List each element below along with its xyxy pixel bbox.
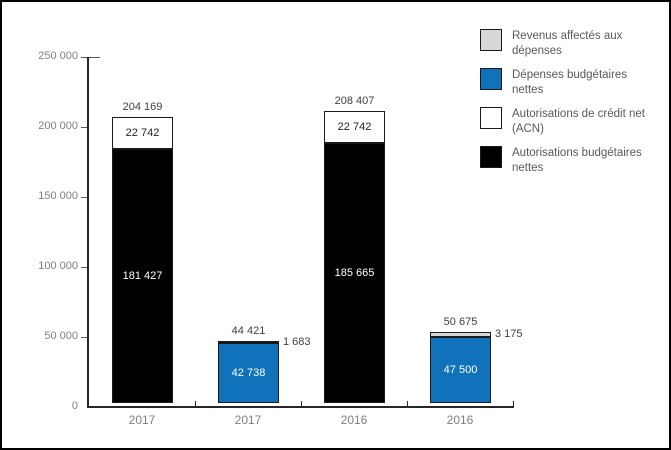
x-tick: [301, 401, 302, 406]
legend-label: Revenus affectés aux dépenses: [512, 30, 623, 57]
segment-value-label: 22 742: [337, 121, 372, 134]
y-axis-label-150000: 150 000: [38, 190, 78, 202]
x-axis-label-2016-b: 2016: [446, 413, 474, 427]
segment-autorisations-budgetaires-nettes: 181 427: [112, 149, 173, 403]
segment-outside-label: 3 175: [495, 328, 523, 341]
x-tick: [195, 401, 196, 406]
segment-value-label: 47 500: [443, 363, 478, 376]
y-axis-label-100000: 100 000: [38, 260, 78, 272]
segment-value-label: 42 738: [231, 367, 266, 380]
legend-swatch-black: [480, 146, 502, 168]
segment-autorisations-credit-net: 22 742: [324, 111, 385, 144]
segment-autorisations-credit-net: 22 742: [112, 117, 173, 149]
y-axis-label-0: 0: [71, 400, 78, 412]
legend-label: Autorisations budgétaires nettes: [512, 147, 642, 174]
y-axis-label-200000: 200 000: [38, 120, 78, 132]
y-axis-top-cap: [89, 57, 100, 58]
y-axis-line: [87, 57, 89, 408]
legend-item-depenses-budgetaires: Dépenses budgétaires nettes: [480, 68, 660, 98]
y-axis-label-50000: 50 000: [44, 330, 78, 342]
segment-value-label: 185 665: [334, 267, 375, 280]
y-tick: [81, 57, 87, 58]
x-axis-label-2017-b: 2017: [234, 413, 262, 427]
x-tick: [407, 401, 408, 406]
legend-item-revenus-affectes: Revenus affectés aux dépenses: [480, 29, 660, 59]
segment-revenus-affectes: [430, 332, 491, 337]
segment-outside-label: 1 683: [283, 336, 311, 348]
segment-revenus-affectes: [218, 340, 279, 344]
x-axis-label-2016-a: 2016: [340, 413, 368, 427]
legend-item-autorisations-credit: Autorisations de crédit net (ACN): [480, 107, 660, 137]
x-tick: [513, 401, 514, 406]
legend-swatch-white: [480, 107, 502, 129]
segment-autorisations-budgetaires-nettes: 185 665: [324, 143, 385, 403]
legend-label: Autorisations de crédit net (ACN): [512, 108, 645, 135]
bar-total-label: 50 675: [443, 316, 478, 329]
y-tick: [81, 337, 87, 338]
segment-value-label: 22 742: [125, 127, 160, 140]
y-tick: [81, 127, 87, 128]
bar-total-label: 44 421: [231, 324, 266, 337]
segment-depenses-budgetaires-nettes: 47 500: [430, 336, 491, 403]
segment-value-label: 181 427: [122, 270, 163, 282]
y-tick: [81, 197, 87, 198]
legend-item-autorisations-budgetaires: Autorisations budgétaires nettes: [480, 146, 660, 176]
y-axis-label-250000: 250 000: [38, 50, 78, 62]
legend: Revenus affectés aux dépenses Dépenses b…: [480, 29, 660, 185]
legend-swatch-gray: [480, 29, 502, 51]
legend-label: Dépenses budgétaires nettes: [512, 69, 628, 96]
segment-depenses-budgetaires-nettes: 42 738: [218, 343, 279, 403]
legend-swatch-blue: [480, 68, 502, 90]
x-axis-label-2017-a: 2017: [128, 413, 156, 427]
y-tick: [81, 267, 87, 268]
x-axis-line: [87, 406, 514, 408]
bar-total-label: 204 169: [122, 101, 163, 114]
bar-total-label: 208 407: [334, 95, 375, 108]
